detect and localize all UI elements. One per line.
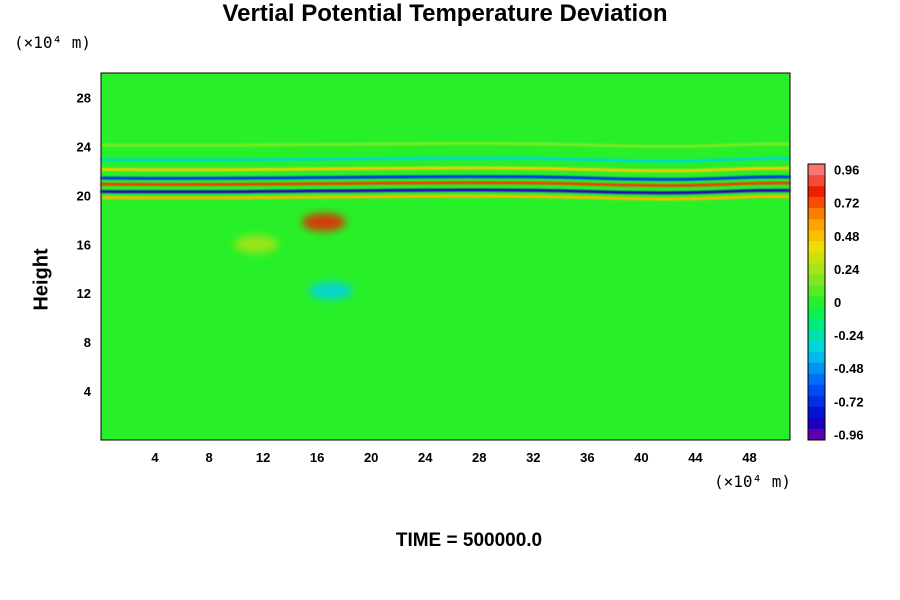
- colorbar-swatch: [808, 208, 825, 220]
- x-tick-label: 8: [205, 450, 212, 465]
- time-label: TIME = 500000.0: [395, 530, 543, 551]
- blob-feature: [234, 235, 279, 254]
- colorbar-swatch: [808, 395, 825, 408]
- band-feature: [100, 175, 791, 181]
- colorbar-tick-label: 0.96: [834, 163, 859, 178]
- x-tick-label: 48: [742, 450, 756, 465]
- colorbar-swatch: [808, 164, 825, 176]
- band-feature: [100, 142, 791, 148]
- colorbar-swatch: [808, 175, 825, 187]
- chart-title: Vertial Potential Temperature Deviation: [222, 0, 668, 27]
- x-axis-unit: (×10⁴ m): [714, 472, 792, 491]
- y-tick-label: 20: [77, 188, 91, 203]
- colorbar-swatch: [808, 417, 825, 430]
- x-tick-label: 4: [151, 450, 159, 465]
- x-tick-label: 20: [364, 450, 378, 465]
- colorbar-swatch: [808, 230, 825, 242]
- colorbar-swatch: [808, 197, 825, 209]
- x-axis: 4 8 12 16 20 24 28 32 36 40 44 48: [151, 450, 756, 465]
- colorbar-swatch: [808, 362, 825, 375]
- colorbar-tick-label: 0.48: [834, 229, 859, 244]
- y-axis: 4 8 12 16 20 24 28: [77, 90, 92, 399]
- colorbar-swatch: [808, 263, 825, 275]
- colorbar-swatch: [808, 285, 825, 297]
- plot-frame: [100, 72, 791, 441]
- colorbar-tick-label: -0.72: [834, 394, 864, 409]
- colorbar-frame: [807, 163, 826, 441]
- colorbar-swatch: [808, 340, 825, 352]
- x-tick-label: 36: [580, 450, 594, 465]
- y-tick-label: 8: [84, 335, 91, 350]
- y-axis-unit: (×10⁴ m): [14, 33, 92, 52]
- x-tick-label: 12: [256, 450, 270, 465]
- heatmap-background: [101, 73, 790, 440]
- colorbar-swatch: [808, 241, 825, 253]
- x-tick-label: 28: [472, 450, 486, 465]
- x-tick-label: 24: [418, 450, 433, 465]
- band-feature: [100, 194, 791, 201]
- blob-feature: [301, 213, 346, 232]
- y-tick-label: 4: [84, 384, 92, 399]
- colorbar-swatch: [808, 307, 825, 319]
- colorbar-swatch: [808, 252, 825, 264]
- band-feature: [100, 166, 791, 173]
- x-tick-label: 16: [310, 450, 324, 465]
- colorbar-swatch: [808, 318, 825, 330]
- colorbar-tick-label: 0.24: [834, 262, 860, 277]
- x-tick-label: 40: [634, 450, 648, 465]
- colorbar-swatch: [808, 329, 825, 341]
- colorbar-tick-label: -0.24: [834, 328, 864, 343]
- band-feature: [100, 181, 791, 187]
- colorbar-swatch: [808, 373, 825, 386]
- colorbar-swatch: [808, 219, 825, 231]
- colorbar-tick-label: -0.48: [834, 361, 864, 376]
- y-tick-label: 28: [77, 90, 91, 105]
- colorbar-swatch: [808, 274, 825, 286]
- plot-area: [100, 72, 791, 441]
- colorbar-swatch: [808, 428, 825, 441]
- colorbar-tick-label: -0.96: [834, 427, 864, 442]
- blob-feature: [308, 281, 353, 300]
- y-tick-label: 24: [77, 139, 92, 154]
- colorbar-tick-label: 0: [834, 295, 841, 310]
- colorbar-swatch: [808, 351, 825, 364]
- colorbar-swatch: [808, 406, 825, 419]
- x-tick-label: 32: [526, 450, 540, 465]
- x-tick-label: 44: [688, 450, 703, 465]
- band-feature: [100, 188, 791, 195]
- colorbar: 0.96 0.72 0.48 0.24 0 -0.24 -0.48 -0.72 -0.96: [807, 163, 864, 442]
- colorbar-tick-label: 0.72: [834, 196, 859, 211]
- colorbar-swatch: [808, 186, 825, 198]
- y-tick-label: 12: [77, 286, 91, 301]
- y-tick-label: 16: [77, 237, 91, 252]
- band-feature: [100, 156, 791, 163]
- colorbar-swatch: [808, 384, 825, 397]
- colorbar-swatch: [808, 296, 825, 308]
